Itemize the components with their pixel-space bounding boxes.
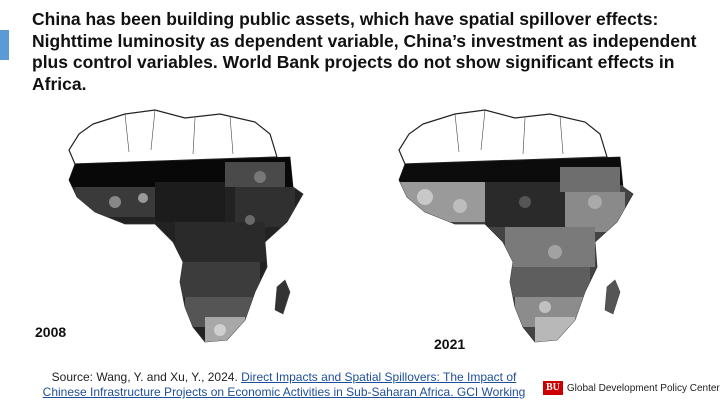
africa-map-2008	[68, 109, 304, 343]
year-label-2008: 2008	[35, 324, 67, 340]
source-citation: Source: Wang, Y. and Xu, Y., 2024. Direc…	[34, 370, 534, 400]
source-prefix: Source: Wang, Y. and Xu, Y., 2024.	[51, 370, 238, 384]
bu-logo-mark: BU	[543, 381, 563, 395]
year-label-2021: 2021	[434, 336, 466, 352]
bu-gdp-center-logo: BU Global Development Policy Center	[543, 380, 720, 396]
accent-bar	[0, 30, 9, 60]
africa-map-2021	[398, 109, 634, 343]
slide-title: China has been building public assets, w…	[32, 9, 697, 94]
source-paper-link[interactable]: Direct Impacts and Spatial Spillovers: T…	[42, 370, 526, 399]
center-name: Global Development Policy Center	[566, 382, 720, 394]
